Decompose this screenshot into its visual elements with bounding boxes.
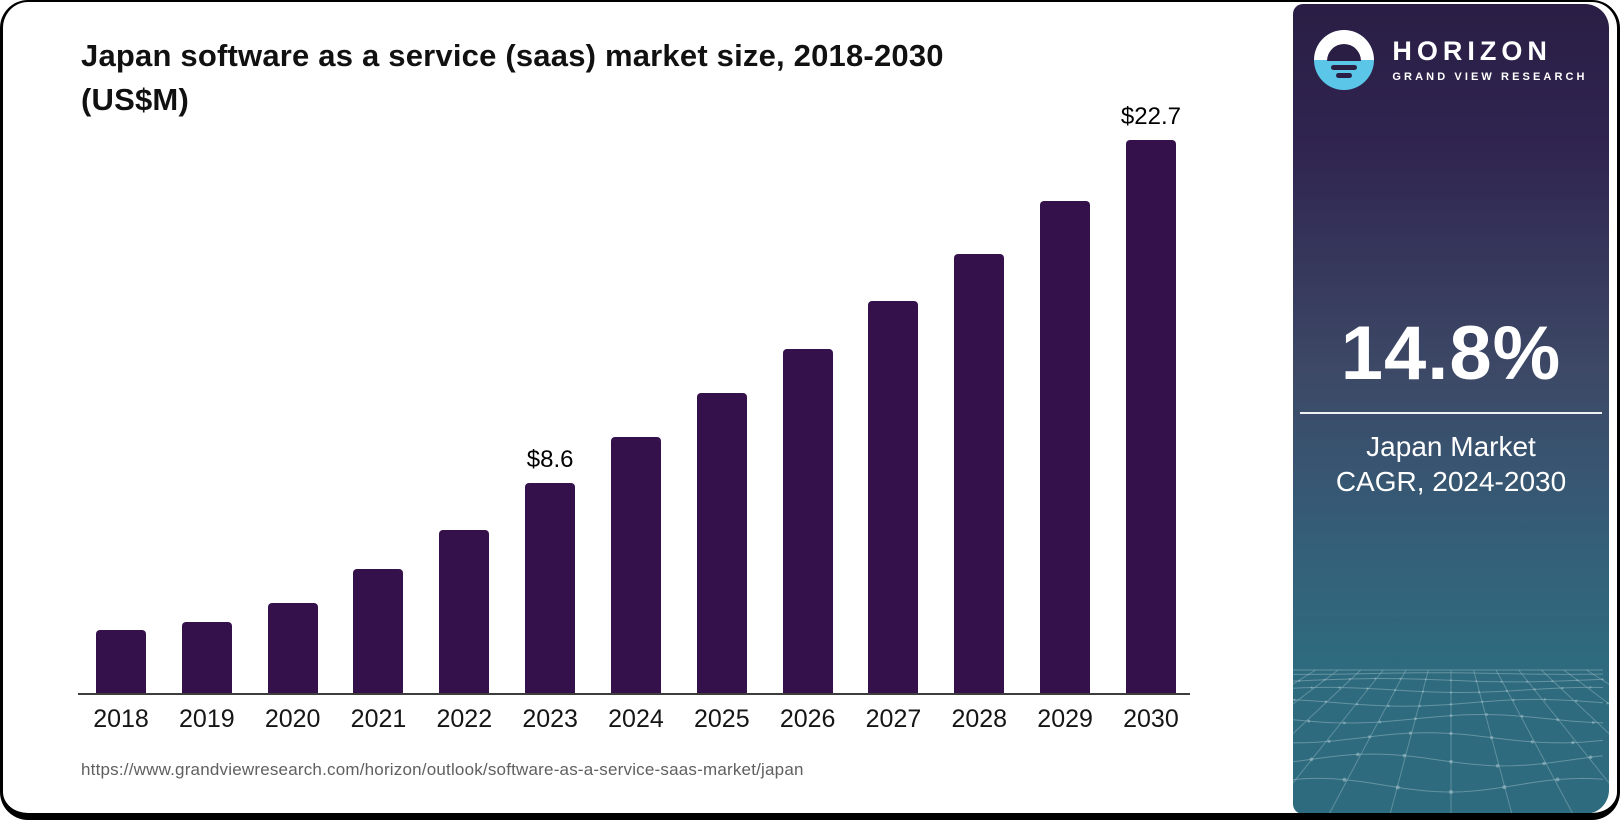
bar-2025	[696, 393, 747, 693]
bar-2023	[525, 483, 576, 693]
bar-2022	[439, 529, 490, 693]
sun-over-horizon-icon	[1314, 30, 1375, 90]
stat-divider	[1300, 412, 1602, 414]
bar-group-2027: 2027	[866, 300, 921, 733]
bar-2030	[1125, 139, 1176, 693]
cagr-label: Japan Market CAGR, 2024-2030	[1293, 429, 1609, 499]
bar-group-2020: 2020	[265, 602, 320, 733]
chart-title-line1: Japan software as a service (saas) marke…	[81, 38, 944, 73]
bar-2026	[782, 349, 833, 693]
x-tick-2029: 2029	[1037, 705, 1093, 733]
brand-subtitle: GRAND VIEW RESEARCH	[1392, 70, 1588, 83]
cagr-label-line1: Japan Market	[1366, 431, 1536, 462]
bar-2028	[954, 254, 1005, 693]
x-tick-2028: 2028	[951, 705, 1008, 733]
bar-2020	[267, 602, 318, 693]
x-tick-2020: 2020	[264, 705, 321, 733]
x-tick-2019: 2019	[179, 705, 235, 733]
bar-group-2019: 2019	[179, 622, 235, 733]
bar-group-2023: $8.6 2023	[522, 446, 578, 733]
bar-group-2026: 2026	[780, 349, 835, 733]
cagr-value: 14.8%	[1340, 311, 1562, 396]
bar-group-2025: 2025	[694, 393, 750, 733]
bar-group-2029: 2029	[1037, 200, 1093, 733]
bar-2027	[868, 300, 919, 693]
logo: HORIZON GRAND VIEW RESEARCH	[1293, 30, 1609, 90]
bar-2021	[353, 568, 404, 693]
bar-group-2021: 2021	[351, 568, 406, 733]
chart-title: Japan software as a service (saas) marke…	[81, 34, 1121, 122]
x-tick-2025: 2025	[693, 705, 750, 733]
x-tick-2018: 2018	[93, 705, 149, 733]
x-tick-2021: 2021	[350, 705, 407, 733]
cagr-stat: 14.8% Japan Market CAGR, 2024-2030	[1293, 316, 1609, 499]
cagr-label-line2: CAGR, 2024-2030	[1335, 466, 1567, 497]
brand-name: HORIZON	[1392, 35, 1552, 66]
bar-value-label-2030: $22.7	[1120, 102, 1181, 130]
x-tick-2026: 2026	[779, 705, 836, 733]
bar-value-label-2023: $8.6	[526, 446, 574, 474]
bar-group-2022: 2022	[437, 529, 492, 733]
bar-group-2024: 2024	[608, 437, 664, 733]
x-tick-2027: 2027	[865, 705, 922, 733]
bar-chart: 2018 2019 2020 2021 2022 $8.6 2023 2024 2025 2026…	[78, 103, 1190, 733]
bar-2018	[96, 629, 146, 693]
mesh-graphic	[1293, 669, 1609, 814]
bar-group-2028: 2028	[951, 254, 1007, 733]
x-tick-2030: 2030	[1123, 705, 1179, 733]
bar-group-2030: $22.7 2030	[1121, 103, 1181, 733]
x-tick-2024: 2024	[608, 705, 664, 733]
x-tick-2023: 2023	[522, 705, 578, 733]
logo-text: HORIZON GRAND VIEW RESEARCH	[1392, 35, 1588, 83]
bar-2029	[1040, 200, 1091, 693]
sidebar-panel: HORIZON GRAND VIEW RESEARCH 14.8% Japan …	[1293, 4, 1609, 814]
bar-2024	[610, 437, 661, 693]
chart-title-line2: (US$M)	[81, 82, 189, 118]
source-url: https://www.grandviewresearch.com/horizo…	[81, 760, 804, 779]
x-tick-2022: 2022	[436, 705, 493, 733]
bar-group-2018: 2018	[93, 629, 149, 733]
bar-2019	[181, 622, 232, 693]
